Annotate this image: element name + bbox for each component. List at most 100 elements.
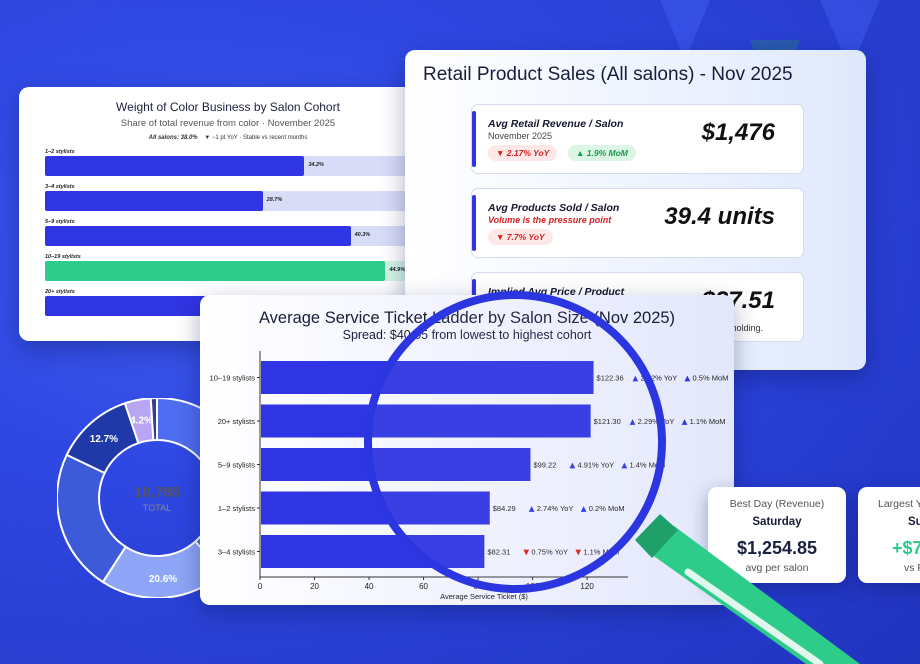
cohort-label: 3–4 stylists — [45, 184, 75, 190]
donut-slice — [57, 453, 127, 584]
kpi-accent-bar — [472, 111, 476, 167]
cohort-value: 44.9% — [389, 267, 406, 273]
ticket-bar — [261, 491, 490, 525]
kpi-card: Avg Retail Revenue / Salon November 2025 $… — [471, 104, 804, 174]
x-tick-label: 100 — [526, 582, 540, 591]
all-salons-label: All salons: 38.0% — [148, 135, 198, 141]
mom-arrow-icon: ▲ — [682, 417, 688, 426]
cohort-track: 44.9% — [45, 261, 409, 281]
cohort-label: 1–2 stylists — [45, 149, 75, 155]
cohort-bar — [45, 156, 305, 176]
yoy-change-pill: ▼ 7.7% YoY — [488, 229, 553, 245]
kpi-value: 39.4 units — [664, 203, 775, 230]
kpi-subtitle: Volume is the pressure point — [488, 215, 612, 225]
ticket-bar — [261, 535, 485, 568]
donut-total-value: 10,785 — [134, 484, 180, 501]
mom-arrow-icon: ▲ — [581, 504, 587, 513]
x-axis-label: Average Service Ticket ($) — [440, 592, 528, 601]
ticket-bar — [261, 448, 531, 481]
largest-card: Largest Y Su +$7 vs Fe — [858, 487, 920, 583]
kpi-title: Avg Products Sold / Salon — [488, 202, 620, 214]
category-label: 10–19 stylists — [210, 374, 256, 383]
x-tick-label: 80 — [474, 582, 483, 591]
ticket-bar — [261, 361, 594, 394]
yoy-change-label: 2.29% YoY — [638, 417, 675, 426]
cohort-row: 10–19 stylists 44.9% — [45, 254, 409, 281]
x-tick-label: 60 — [419, 582, 428, 591]
yoy-arrow-icon: ▲ — [633, 374, 639, 383]
donut-slice-label: 4.2% — [130, 416, 153, 427]
color-card-title: Weight of Color Business by Salon Cohort — [116, 100, 340, 114]
cohort-value: 28.7% — [266, 197, 283, 203]
category-label: 20+ stylists — [218, 417, 256, 426]
cohort-label: 5–9 stylists — [45, 219, 75, 225]
mom-change-label: 1.1% MoM — [690, 417, 726, 426]
cohort-value: 40.3% — [354, 232, 371, 238]
yoy-change-label: 2.74% YoY — [537, 504, 574, 513]
cohort-label: 20+ stylists — [45, 289, 75, 295]
category-label: 1–2 stylists — [218, 504, 255, 513]
all-salons-row: All salons: 38.0% ▼ −1 pt YoY · Stable v… — [19, 135, 437, 141]
yoy-change-label: 0.75% YoY — [531, 548, 568, 557]
kpi-accent-bar — [472, 195, 476, 251]
mom-change-label: 0.5% MoM — [693, 374, 729, 383]
cohort-track: 28.7% — [45, 191, 409, 211]
best-day-title: Best Day (Revenue) — [729, 498, 825, 510]
x-tick-label: 40 — [365, 582, 374, 591]
donut-total-label: TOTAL — [143, 503, 171, 513]
kpi-card: Avg Products Sold / Salon Volume is the p… — [471, 188, 804, 258]
donut-slice — [149, 398, 158, 442]
kpi-subtitle: November 2025 — [488, 131, 553, 141]
mom-arrow-icon: ▲ — [621, 461, 627, 470]
mom-arrow-icon: ▲ — [685, 374, 691, 383]
yoy-change-label: 4.91% YoY — [577, 461, 614, 470]
ticket-bar-chart: 0 20 40 60 80 100 120 Average Service Ticket ($… — [210, 351, 729, 601]
mom-change-label: 1.4% MoM — [629, 461, 665, 470]
yoy-arrow-icon: ▲ — [529, 504, 535, 513]
cohort-row: 20+ stylists — [45, 289, 409, 316]
donut-slice-label: 12.7% — [90, 434, 118, 445]
x-tick-label: 0 — [258, 582, 263, 591]
yoy-arrow-icon: ▲ — [630, 417, 636, 426]
cohort-bar — [45, 226, 351, 246]
all-salons-note: ▼ −1 pt YoY · Stable vs recent months — [204, 135, 308, 141]
kpi-title: Avg Retail Revenue / Salon — [488, 118, 624, 130]
yoy-arrow-icon: ▼ — [523, 548, 529, 557]
x-tick-label: 20 — [310, 582, 319, 591]
best-day-card: Best Day (Revenue) Saturday $1,254.85 av… — [708, 487, 846, 583]
category-label: 3–4 stylists — [218, 548, 255, 557]
kpi-value: $1,476 — [701, 119, 775, 146]
cohort-row: 5–9 stylists 40.3% — [45, 219, 409, 246]
largest-card-title: Largest Y — [878, 498, 920, 510]
value-label: $84.29 — [493, 504, 516, 513]
value-label: $122.36 — [597, 374, 624, 383]
cohort-row: 1–2 stylists 34.2% — [45, 149, 409, 176]
cohort-track: 40.3% — [45, 226, 409, 246]
cohort-value: 34.2% — [308, 162, 324, 168]
category-label: 5–9 stylists — [218, 461, 255, 470]
largest-card-day: Su — [908, 516, 920, 528]
best-day-note: avg per salon — [745, 562, 809, 574]
cohort-row: 3–4 stylists 28.7% — [45, 184, 409, 211]
best-day-value: $1,254.85 — [736, 538, 818, 558]
mom-change-label: 1.1% MoM — [583, 548, 619, 557]
cohort-track: 34.2% — [45, 156, 409, 176]
value-label: $82.31 — [487, 548, 510, 557]
kpi-note: holding. — [731, 323, 763, 333]
cohort-label: 10–19 stylists — [45, 254, 81, 260]
cohort-bar — [45, 191, 263, 211]
mom-arrow-icon: ▼ — [575, 548, 581, 557]
largest-card-note: vs Fe — [904, 562, 920, 574]
yoy-arrow-icon: ▲ — [569, 461, 575, 470]
retail-card-title: Retail Product Sales (All salons) - Nov … — [423, 64, 793, 85]
service-ticket-card: Average Service Ticket Ladder by Salon S… — [200, 295, 734, 605]
largest-card-value: +$7 — [892, 538, 920, 558]
value-label: $99.22 — [533, 461, 556, 470]
value-label: $121.30 — [594, 417, 621, 426]
yoy-change-label: 2.22% YoY — [641, 374, 678, 383]
mom-change-label: 0.2% MoM — [589, 504, 625, 513]
color-card-subtitle: Share of total revenue from color · Nove… — [120, 118, 336, 129]
donut-slice-label: 20.6% — [149, 574, 177, 585]
cohort-bar — [45, 261, 386, 281]
x-tick-label: 120 — [580, 582, 594, 591]
